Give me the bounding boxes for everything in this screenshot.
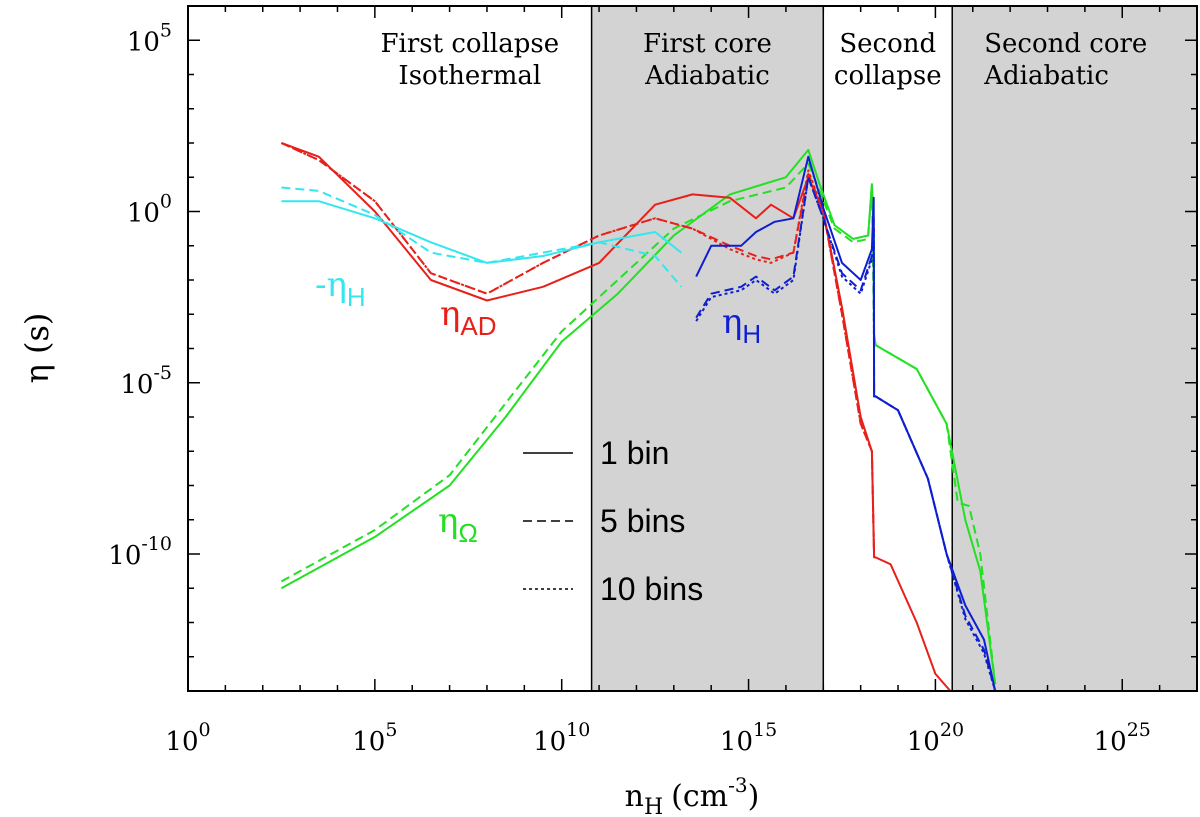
legend: 1 bin 5 bins 10 bins: [523, 435, 703, 607]
region-label-2-line2: collapse: [834, 61, 942, 91]
region-shade-3: [952, 6, 1197, 691]
region-label-1-line1: First core: [643, 29, 772, 59]
x-axis-label-units-sup: -3: [728, 773, 747, 797]
series-eta_H_negative-solid: [281, 200, 682, 264]
y-tick-label: 105: [127, 19, 172, 57]
legend-label-dotted: 10 bins: [600, 571, 703, 607]
annotation-eta_AD: ηAD: [440, 294, 497, 341]
series-eta_H_negative-dashed: [281, 186, 683, 288]
region-label-3-line1: Second core: [984, 29, 1147, 59]
series-eta_H-dashed: [695, 176, 997, 691]
y-tick-label: 10-10: [108, 533, 172, 571]
y-axis-label: η (s): [18, 313, 56, 384]
series-eta_Omega-dashed: [280, 162, 997, 685]
region-label-0-line2: Isothermal: [398, 61, 541, 91]
legend-label-dashed: 5 bins: [600, 503, 685, 539]
x-tick-label: 100: [165, 719, 210, 757]
x-axis-label-units: (cm: [671, 779, 728, 814]
x-tick-label: 1020: [907, 719, 964, 757]
region-label-0-line1: First collapse: [381, 29, 560, 59]
x-axis-label: nH (cm-3): [625, 773, 760, 817]
region-shade-1: [591, 6, 824, 691]
y-tick-label: 10-5: [120, 362, 172, 400]
annotation-eta_Omega: ηΩ: [438, 501, 478, 548]
y-tick-label: 100: [127, 191, 172, 229]
region-label-2-line1: Second: [839, 29, 936, 59]
series-eta_H-dotted: [695, 176, 997, 691]
x-tick-label: 1015: [720, 719, 777, 757]
annotation-eta_H: ηH: [722, 302, 761, 349]
x-axis-label-units-close: ): [748, 779, 760, 814]
series-annotations: -ηH ηAD ηH ηΩ: [315, 265, 761, 548]
series-eta_AD-dotted: [280, 142, 876, 558]
annotation-eta_H_negative: -ηH: [315, 265, 366, 312]
series-eta_AD-solid: [281, 142, 952, 691]
x-axis-label-sub: H: [644, 795, 663, 817]
legend-label-solid: 1 bin: [600, 435, 669, 471]
region-shading: [590, 6, 1197, 691]
axis-ticks: [187, 5, 1198, 692]
x-tick-label: 105: [352, 719, 397, 757]
series-group: [280, 142, 997, 691]
x-tick-label: 1025: [1094, 719, 1151, 757]
x-tick-label: 1010: [533, 719, 590, 757]
series-eta_H-solid: [695, 155, 997, 691]
region-label-3-line2: Adiabatic: [983, 61, 1109, 91]
region-label-1-line2: Adiabatic: [644, 61, 770, 91]
tick-labels: 100 105 1010 1015 1020 1025 105 100 10-5 10-10: [108, 19, 1151, 757]
x-axis-label-symbol: n: [625, 779, 644, 814]
